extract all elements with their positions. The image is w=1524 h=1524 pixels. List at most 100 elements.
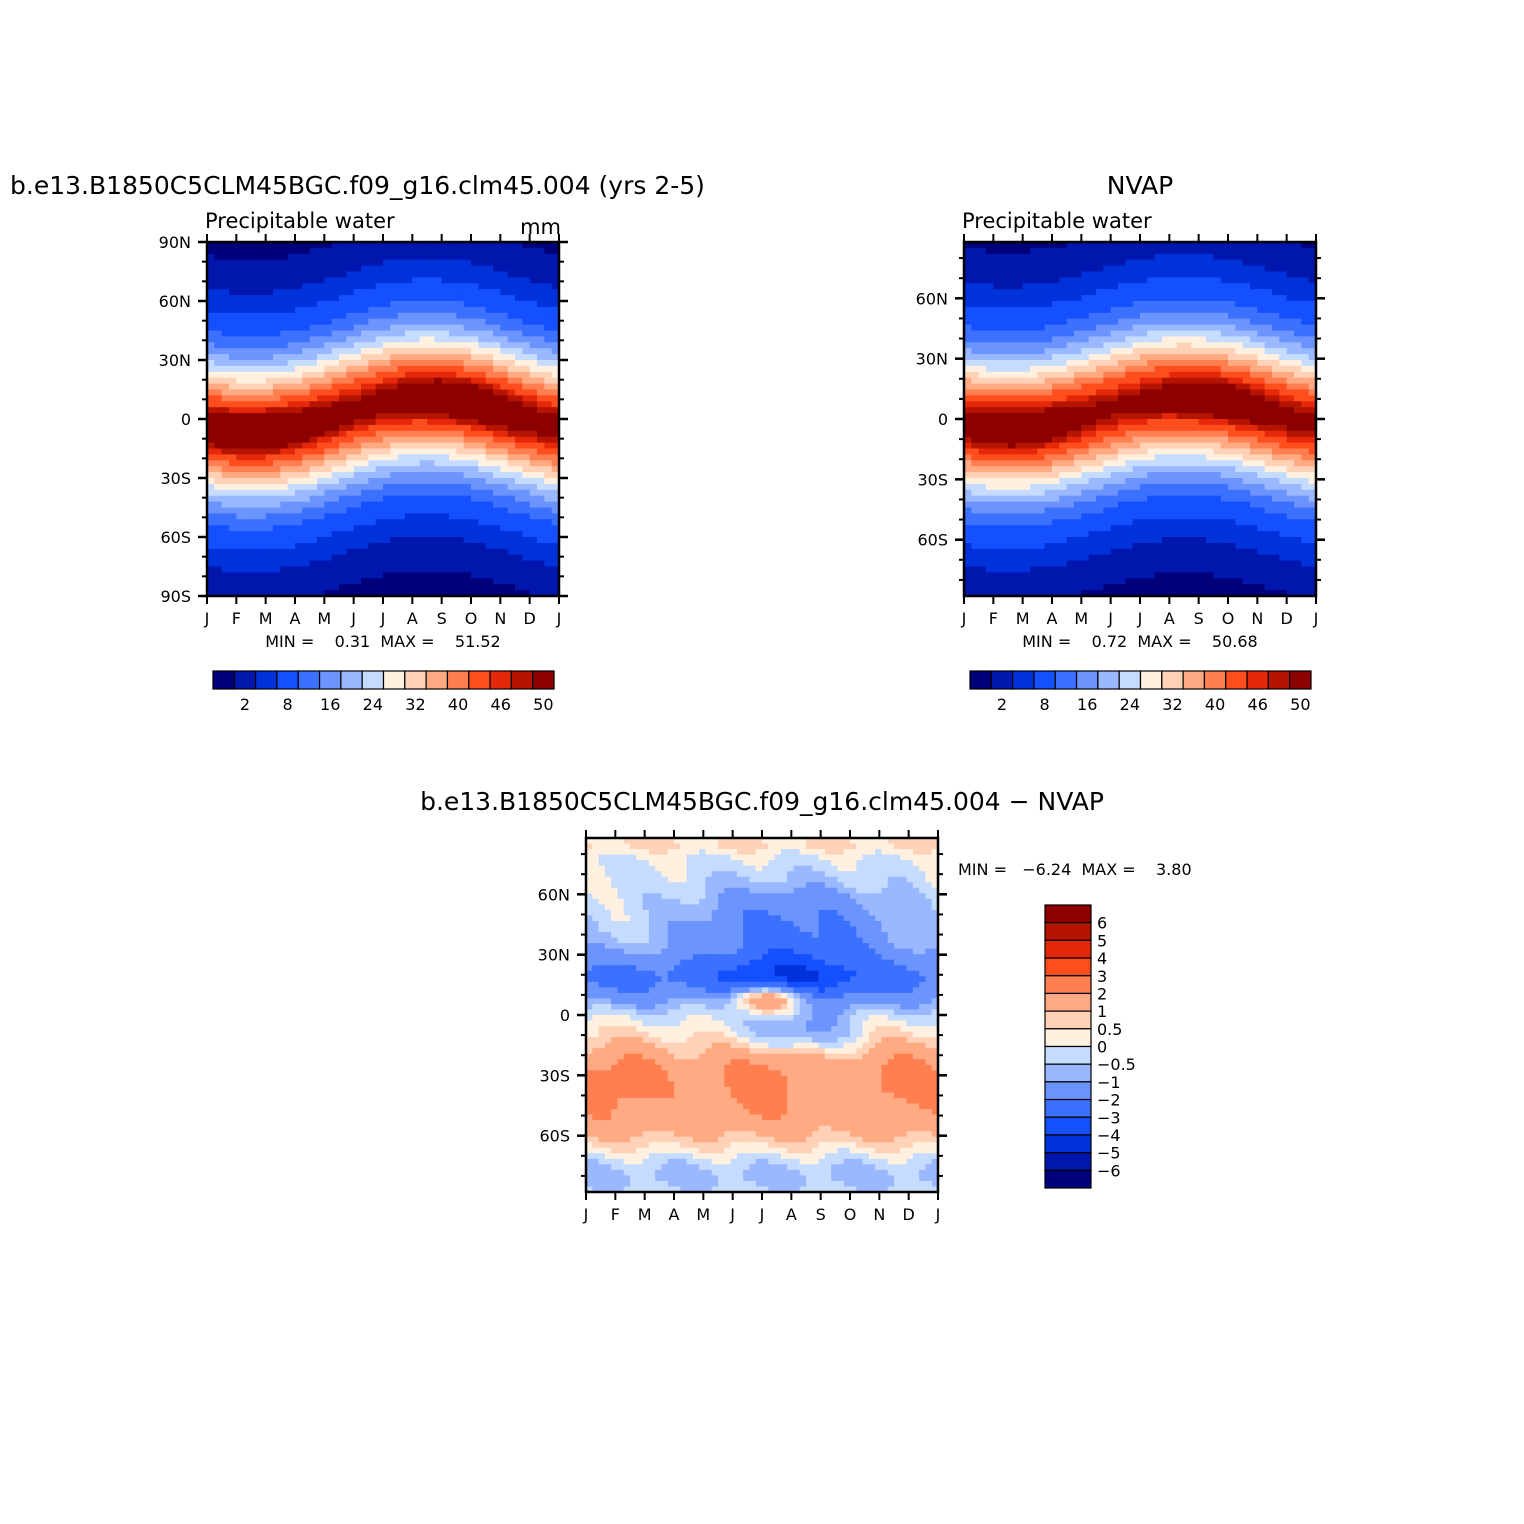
heat-cell xyxy=(434,354,443,361)
heat-cell xyxy=(544,360,553,367)
heat-cell xyxy=(1250,283,1258,290)
heat-cell xyxy=(434,478,443,485)
heat-cell xyxy=(427,360,435,367)
heat-cell xyxy=(529,560,538,568)
heat-cell xyxy=(1037,277,1046,284)
heat-cell xyxy=(978,424,987,432)
heat-cell xyxy=(515,478,523,485)
heat-cell xyxy=(427,478,435,485)
heat-cell xyxy=(478,472,487,479)
heat-cell xyxy=(1272,442,1280,450)
heat-cell xyxy=(207,572,215,579)
heat-cell xyxy=(251,560,259,568)
heat-cell xyxy=(265,247,274,255)
heat-cell xyxy=(1213,442,1222,450)
heat-cell xyxy=(1264,324,1273,332)
heat-cell xyxy=(1030,283,1038,290)
heat-cell xyxy=(1235,348,1244,355)
colorbar-box xyxy=(276,670,299,690)
heat-cell xyxy=(1154,295,1163,302)
heat-cell xyxy=(463,466,472,473)
heat-cell xyxy=(339,377,347,385)
heat-cell xyxy=(551,554,560,562)
heat-cell xyxy=(353,590,362,597)
heat-cell xyxy=(412,324,421,332)
heat-cell xyxy=(515,537,523,544)
heat-cell xyxy=(397,419,406,426)
heat-cell xyxy=(302,572,311,579)
heat-cell xyxy=(287,348,296,355)
heat-cell xyxy=(1096,277,1104,284)
heat-cell xyxy=(1132,419,1141,426)
heat-cell xyxy=(221,478,230,485)
heat-cell xyxy=(302,483,311,491)
heat-cell xyxy=(229,590,237,597)
heat-cell xyxy=(273,336,281,343)
heat-cell xyxy=(405,507,413,514)
heat-cell xyxy=(1294,360,1302,367)
heat-cell xyxy=(251,448,259,455)
heat-cell xyxy=(485,424,494,432)
heat-cell xyxy=(434,330,443,337)
heat-cell xyxy=(419,560,428,568)
heat-cell xyxy=(1176,365,1185,373)
heat-cell xyxy=(1074,419,1082,426)
heat-cell xyxy=(434,584,443,591)
heat-cell xyxy=(449,265,457,273)
heat-cell xyxy=(221,365,230,373)
heat-cell xyxy=(485,271,494,278)
heat-cell xyxy=(971,312,980,320)
heat-cell xyxy=(302,413,311,420)
heat-cell xyxy=(273,242,281,249)
heat-cell xyxy=(529,295,538,302)
heat-cell xyxy=(243,413,252,420)
heat-cell xyxy=(1264,253,1273,261)
heat-cell xyxy=(1081,312,1090,320)
heat-cell xyxy=(493,259,501,267)
heat-cell xyxy=(456,478,465,485)
heat-cell xyxy=(1000,413,1009,420)
heat-cell xyxy=(544,413,553,420)
heat-cell xyxy=(493,472,501,479)
heat-cell xyxy=(243,371,252,379)
heat-cell xyxy=(478,542,487,550)
heat-cell xyxy=(361,365,369,373)
heat-cell xyxy=(390,537,399,544)
heat-cell xyxy=(397,566,406,573)
heat-cell xyxy=(331,554,340,562)
heat-cell xyxy=(1147,295,1156,302)
heat-cell xyxy=(1228,448,1236,455)
heat-cell xyxy=(1140,407,1148,414)
heat-cell xyxy=(1096,265,1104,273)
heat-cell xyxy=(221,301,230,308)
heat-cell xyxy=(324,242,333,249)
heat-cell xyxy=(537,483,545,491)
heat-cell xyxy=(405,348,413,355)
heat-cell xyxy=(427,312,435,320)
heat-cell xyxy=(1059,354,1068,361)
heat-cell xyxy=(1022,430,1031,438)
heat-cell xyxy=(463,306,472,314)
heat-cell xyxy=(522,478,531,485)
heat-cell xyxy=(1103,448,1112,455)
heat-cell xyxy=(1015,253,1024,261)
heat-cell xyxy=(449,436,457,444)
heat-cell xyxy=(1191,336,1200,343)
heat-cell xyxy=(1110,395,1119,402)
heat-cell xyxy=(214,360,223,367)
heat-cell xyxy=(463,318,472,326)
heat-cell xyxy=(1037,383,1046,391)
heat-cell xyxy=(971,377,980,385)
heat-cell xyxy=(537,542,545,550)
heat-cell xyxy=(412,395,421,402)
heat-cell xyxy=(1272,478,1280,485)
heat-cell xyxy=(236,342,245,349)
heat-cell xyxy=(339,306,347,314)
heat-cell xyxy=(456,548,465,556)
heat-cell xyxy=(1044,413,1053,420)
heat-cell xyxy=(434,407,443,414)
heat-cell xyxy=(1066,436,1075,444)
heat-cell xyxy=(1235,247,1244,255)
heat-cell xyxy=(1279,424,1288,432)
heat-cell xyxy=(214,401,223,408)
